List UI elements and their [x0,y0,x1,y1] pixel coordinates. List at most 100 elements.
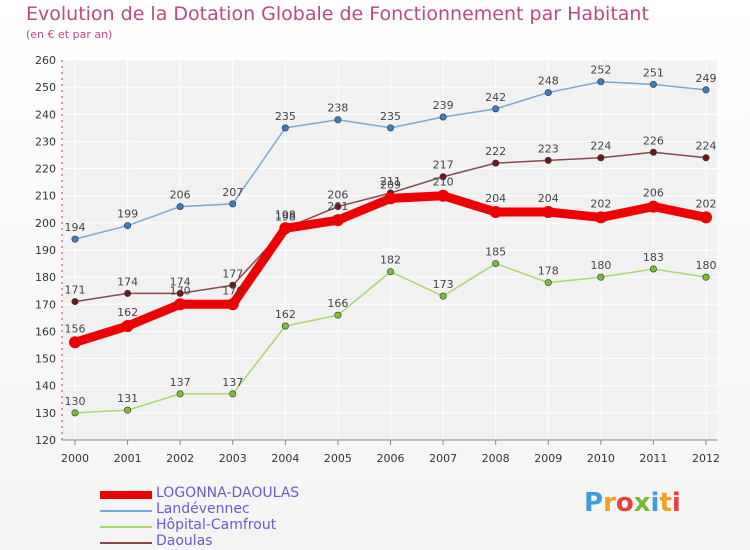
data-point [124,222,132,230]
data-label: 242 [485,91,506,104]
x-tick-label: 2010 [587,452,615,465]
x-tick-label: 2011 [639,452,667,465]
y-tick-label: 130 [35,407,56,420]
data-point [334,203,342,211]
data-point [492,260,500,268]
logo-letter: P [584,488,604,518]
data-point [649,265,657,273]
proxiti-logo: Proxiti [584,488,681,518]
data-point [544,279,552,287]
data-point [331,214,344,227]
data-point [702,154,710,162]
x-tick-label: 2000 [61,452,89,465]
data-point [69,336,81,349]
data-label: 206 [643,187,664,200]
x-tick-label: 2009 [534,452,562,465]
x-tick-label: 2006 [377,452,405,465]
y-tick-label: 170 [35,298,56,311]
data-point [226,298,239,311]
data-point [71,298,79,306]
data-label: 204 [485,192,506,205]
data-label: 137 [170,376,191,389]
data-point [386,268,394,276]
data-point [489,206,502,218]
data-label: 166 [327,297,348,310]
y-tick-label: 200 [35,217,56,230]
legend-swatch [100,491,152,499]
data-point [544,89,552,97]
data-label: 198 [275,210,296,223]
legend-item: Daoulas [100,533,360,550]
logo-letter: i [671,488,681,518]
legend-swatch [100,510,152,512]
data-label: 202 [696,197,717,210]
data-point [176,289,184,297]
chart-title: Evolution de la Dotation Globale de Fonc… [26,3,649,25]
data-point [384,192,397,205]
legend-label: LOGONNA-DAOULAS [156,485,300,501]
data-point [597,154,605,162]
data-label: 156 [65,322,86,335]
data-point [542,206,555,218]
legend: LOGONNA-DAOULAS Landévennec Hôpital-Camfro… [100,485,360,550]
y-tick-label: 120 [35,434,56,447]
data-point [386,124,394,132]
data-point [597,273,605,281]
y-tick-label: 260 [35,54,56,67]
logo-letter: t [659,488,672,518]
y-tick-label: 150 [35,353,56,366]
data-point [702,273,710,281]
data-point [700,211,712,224]
data-point [649,80,657,88]
data-label: 238 [327,102,348,115]
data-label: 224 [590,140,611,153]
logo-letter: o [615,488,634,518]
y-tick-label: 180 [35,271,56,284]
data-label: 173 [433,278,454,291]
data-label: 226 [643,134,664,147]
data-label: 174 [170,275,191,288]
data-label: 194 [65,221,86,234]
y-tick-label: 250 [35,81,56,94]
y-tick-label: 240 [35,108,56,121]
x-tick-label: 2001 [114,452,142,465]
data-label: 178 [538,265,559,278]
data-label: 222 [485,145,506,158]
data-point [71,235,79,243]
data-label: 204 [538,192,559,205]
data-label: 223 [538,142,559,155]
data-label: 177 [222,267,243,280]
y-tick-label: 230 [35,135,56,148]
data-label: 171 [65,284,86,297]
data-point [121,320,134,332]
data-point [281,124,289,132]
data-point [334,311,342,319]
data-label: 162 [117,306,138,319]
y-tick-label: 160 [35,325,56,338]
data-label: 180 [696,259,717,272]
y-tick-label: 220 [35,163,56,176]
data-point [439,173,447,181]
data-point [439,113,447,121]
chart-subtitle: (en € et par an) [26,28,113,41]
data-label: 198 [275,208,296,221]
data-point [649,148,657,156]
data-point [281,322,289,330]
y-tick-label: 140 [35,380,56,393]
y-tick-label: 210 [35,190,56,203]
data-point [176,203,184,211]
data-point [71,409,79,417]
data-label: 170 [170,284,191,297]
data-label: 211 [380,175,401,188]
data-point [176,390,184,398]
data-label: 206 [170,189,191,202]
x-tick-label: 2008 [482,452,510,465]
data-point [229,281,237,289]
legend-label: Daoulas [156,533,213,549]
data-point [279,222,292,235]
data-point [544,156,552,164]
data-point [124,406,132,414]
logo-letter: r [603,488,616,518]
data-point [647,200,660,213]
